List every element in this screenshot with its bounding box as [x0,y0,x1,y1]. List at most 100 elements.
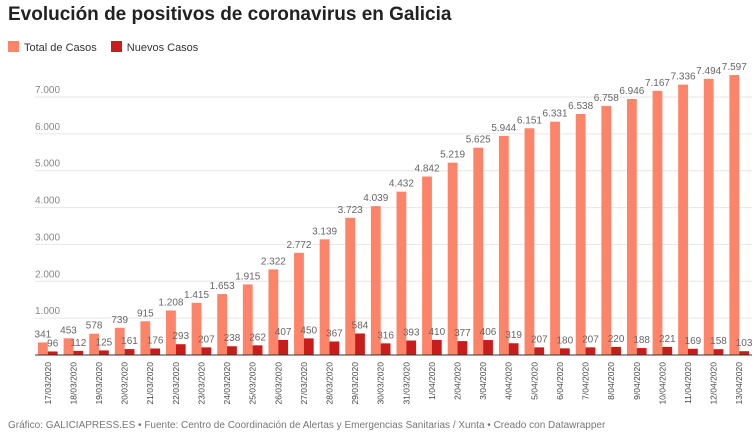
data-label-nuevos: 410 [428,327,445,338]
bar-total [242,284,253,355]
bar-total [652,90,663,356]
bar-total [524,128,535,355]
data-label-total: 4.039 [363,193,388,204]
data-label-total: 5.944 [491,123,516,134]
bar-total [550,121,560,355]
x-tick-label: 21/03/2020 [145,362,155,405]
data-label-total: 6.538 [568,101,593,112]
x-tick-label: 5/04/2020 [529,362,539,400]
data-label-nuevos: 393 [403,328,420,339]
legend: Total de Casos Nuevos Casos [8,41,198,54]
x-tick-label: 4/04/2020 [504,362,514,400]
data-label-total: 5.219 [440,150,465,161]
data-label-nuevos: 584 [352,320,369,331]
bar-nuevos [508,343,519,355]
data-label-nuevos: 221 [659,334,676,345]
bar-nuevos [278,339,289,355]
data-label-nuevos: 238 [224,333,241,344]
bar-nuevos [150,348,161,355]
bar-nuevos [329,341,340,355]
y-tick-label: 4.000 [35,196,60,207]
data-label-total: 2.772 [286,240,311,251]
bar-total [294,252,304,355]
bar-total [396,191,407,355]
bar-nuevos [252,345,263,355]
bar-total [38,342,48,355]
bar-total [140,321,151,355]
data-label-nuevos: 450 [300,325,317,336]
bar-nuevos [534,347,545,355]
x-tick-label: 27/03/2020 [299,362,309,405]
data-label-total: 7.494 [696,66,721,77]
x-tick-label: 3/04/2020 [478,362,488,400]
x-tick-label: 17/03/2020 [43,362,53,405]
bar-nuevos [73,350,84,355]
data-label-nuevos: 125 [96,337,113,348]
x-tick-label: 2/04/2020 [453,362,463,400]
data-label-total: 6.758 [594,93,619,104]
x-tick-label: 24/03/2020 [222,362,232,405]
data-label-total: 3.723 [338,205,363,216]
bar-nuevos [175,344,186,355]
x-tick-label: 25/03/2020 [248,362,258,405]
chart-title: Evolución de positivos de coronavirus en… [8,4,452,25]
data-label-total: 453 [60,325,77,336]
data-label-nuevos: 161 [121,336,138,347]
x-tick-label: 1/04/2020 [427,362,437,400]
bar-total [114,327,125,355]
x-tick-label: 30/03/2020 [376,362,386,405]
data-label-nuevos: 103 [736,338,753,349]
data-label-total: 739 [111,315,128,326]
bar-nuevos [585,347,596,355]
bar-total [422,176,432,355]
data-label-total: 578 [86,321,103,332]
y-tick-label: 2.000 [35,269,60,280]
data-label-nuevos: 377 [454,328,471,339]
bar-total [703,78,714,355]
x-tick-label: 13/04/2020 [734,362,744,405]
data-label-nuevos: 207 [198,334,215,345]
data-label-total: 341 [35,329,52,340]
data-label-total: 6.331 [543,109,568,120]
bar-nuevos [662,346,673,355]
x-tick-label: 18/03/2020 [68,362,78,405]
data-label-total: 1.415 [184,290,209,301]
data-label-total: 6.151 [517,115,542,126]
bar-nuevos [431,339,442,355]
bar-nuevos [611,346,621,355]
x-tick-label: 10/04/2020 [657,362,667,405]
bar-nuevos [227,346,237,355]
data-label-nuevos: 188 [633,335,650,346]
data-label-nuevos: 158 [710,336,727,347]
data-label-total: 4.432 [389,179,414,190]
bar-nuevos [47,351,58,355]
data-label-total: 6.946 [619,86,644,97]
bar-total [473,147,484,355]
bar-nuevos [99,350,109,355]
bar-total [319,239,330,355]
bar-nuevos [406,340,417,355]
x-tick-label: 11/04/2020 [683,362,693,404]
bar-total [166,310,176,355]
bar-nuevos [687,348,698,355]
bar-total [63,338,74,355]
data-label-nuevos: 367 [326,328,343,339]
data-label-nuevos: 207 [582,334,599,345]
bar-total [268,269,279,355]
data-label-nuevos: 180 [557,335,574,346]
bar-total [729,74,740,356]
data-label-total: 2.322 [261,256,286,267]
data-label-nuevos: 169 [685,336,702,347]
x-tick-label: 23/03/2020 [196,362,206,405]
x-tick-label: 12/04/2020 [709,362,719,405]
bar-total [217,294,228,355]
bar-nuevos [636,348,647,355]
x-tick-label: 28/03/2020 [324,362,334,405]
bar-nuevos [124,349,135,355]
data-label-nuevos: 262 [249,332,266,343]
bar-total [89,333,100,355]
bar-total [370,206,381,355]
data-label-nuevos: 406 [480,327,497,338]
